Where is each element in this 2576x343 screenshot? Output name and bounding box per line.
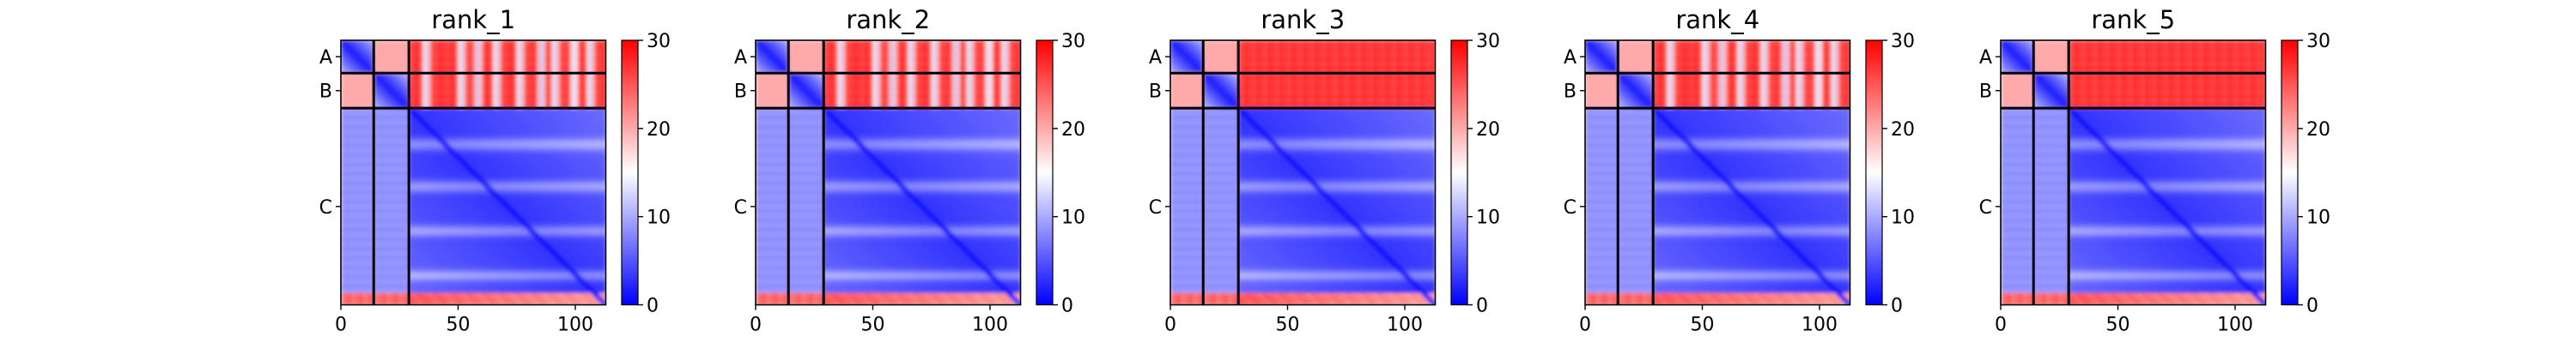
- colorbar-tick-label: 10: [1061, 208, 1085, 229]
- colorbar-tick-label: 30: [647, 31, 671, 52]
- colorbar: [1866, 40, 1882, 304]
- colorbar-tick-label: 0: [2306, 295, 2318, 316]
- x-tick-label: 0: [750, 314, 762, 335]
- colorbar: [1451, 40, 1467, 304]
- pae-heatmap: [1170, 40, 1436, 305]
- x-tick-label: 50: [1276, 314, 1300, 335]
- panel-3: rank_3 AB C 0 50 100 0 10 20 30: [1149, 5, 1500, 335]
- panel-2: rank_2 AB C 0 50 100 0 10 20 30: [734, 5, 1085, 335]
- colorbar-tick-label: 20: [1476, 119, 1500, 141]
- x-tick-label: 100: [1387, 314, 1423, 335]
- panel-title: rank_5: [2091, 5, 2175, 34]
- chain-label: B: [319, 81, 332, 103]
- x-tick-label: 0: [1995, 314, 2007, 335]
- x-tick-label: 0: [335, 314, 347, 335]
- chain-label: C: [1149, 197, 1162, 219]
- chain-label: C: [1564, 197, 1577, 219]
- panel-title: rank_1: [431, 5, 515, 34]
- chain-label: A: [1564, 47, 1577, 69]
- colorbar: [622, 40, 638, 304]
- pae-heatmap: [1585, 40, 1850, 305]
- panel-title: rank_2: [846, 5, 930, 34]
- panel-1: rank_1 AB C 0 50 100 0 10 20 30: [319, 5, 671, 335]
- x-tick-label: 50: [861, 314, 885, 335]
- chain-label: B: [1979, 81, 1992, 103]
- chain-label: A: [1149, 47, 1162, 69]
- pae-heatmap: [341, 40, 606, 305]
- x-tick-label: 100: [1801, 314, 1838, 335]
- colorbar-tick-label: 0: [1061, 295, 1073, 316]
- panel-4: rank_4 AB C 0 50 100 0 10 20 30: [1564, 5, 1915, 335]
- colorbar-tick-label: 30: [1061, 31, 1085, 52]
- colorbar-tick-label: 20: [2306, 119, 2330, 141]
- colorbar-tick-label: 30: [1891, 31, 1915, 52]
- chain-label: C: [319, 197, 332, 219]
- x-tick-label: 50: [2106, 314, 2130, 335]
- colorbar: [2281, 40, 2298, 304]
- colorbar-tick-label: 20: [647, 119, 671, 141]
- colorbar-tick-label: 10: [1891, 208, 1915, 229]
- colorbar: [1036, 40, 1053, 304]
- pae-heatmap: [2001, 40, 2266, 305]
- colorbar-tick-label: 20: [1061, 119, 1085, 141]
- chain-label: A: [1979, 47, 1992, 69]
- x-tick-label: 0: [1579, 314, 1591, 335]
- chain-label: A: [319, 47, 332, 69]
- x-tick-label: 50: [1691, 314, 1715, 335]
- x-tick-label: 50: [447, 314, 471, 335]
- colorbar-tick-label: 10: [1476, 208, 1500, 229]
- colorbar-tick-label: 0: [1891, 295, 1903, 316]
- chain-label: B: [1149, 81, 1162, 103]
- chain-label: B: [1564, 81, 1577, 103]
- chain-label: B: [734, 81, 747, 103]
- pae-heatmap: [756, 40, 1021, 305]
- colorbar-tick-label: 20: [1891, 119, 1915, 141]
- panel-5: rank_5 AB C 0 50 100 0 10 20 30: [1979, 5, 2330, 335]
- colorbar-tick-label: 30: [1476, 31, 1500, 52]
- colorbar-tick-label: 0: [1476, 295, 1488, 316]
- x-tick-label: 0: [1164, 314, 1176, 335]
- chain-label: A: [734, 47, 747, 69]
- colorbar-tick-label: 10: [2306, 208, 2330, 229]
- chain-label: C: [1979, 197, 1992, 219]
- colorbar-tick-label: 30: [2306, 31, 2330, 52]
- panel-title: rank_3: [1261, 5, 1345, 34]
- panel-title: rank_4: [1675, 5, 1759, 34]
- x-tick-label: 100: [972, 314, 1008, 335]
- colorbar-tick-label: 0: [647, 295, 659, 316]
- colorbar-tick-label: 10: [647, 208, 671, 229]
- x-tick-label: 100: [2217, 314, 2253, 335]
- chain-label: C: [734, 197, 747, 219]
- x-tick-label: 100: [557, 314, 593, 335]
